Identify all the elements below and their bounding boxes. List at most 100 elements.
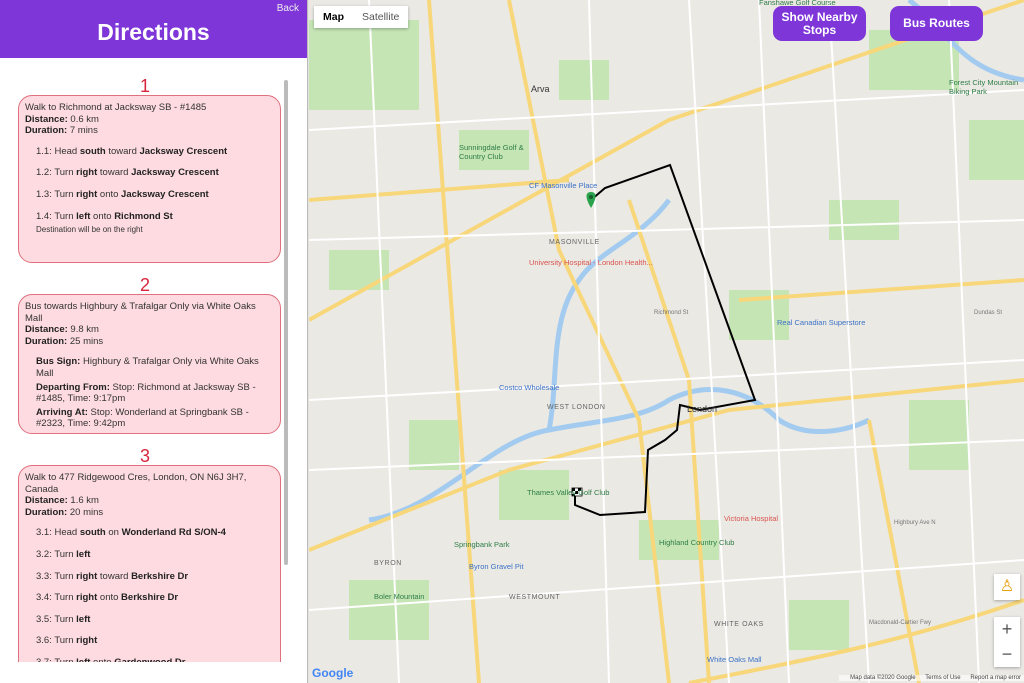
map-label: MASONVILLE (549, 239, 600, 246)
step-item: 3.3: Turn right toward Berkshire Dr (36, 571, 274, 583)
map-label[interactable]: Forest City Mountain Biking Park (949, 78, 1019, 96)
step-text: right (76, 188, 98, 200)
zoom-control: + − (994, 617, 1020, 667)
bus-sign: Bus Sign: Highbury & Trafalgar Only via … (36, 356, 259, 379)
zoom-out-button[interactable]: − (1001, 644, 1013, 664)
report-error-link[interactable]: Report a map error (970, 675, 1021, 681)
map-label[interactable]: Springbank Park (454, 540, 510, 549)
step-text: toward (97, 570, 132, 582)
step-text: Turn (54, 188, 77, 200)
step-item: 1.4: Turn left onto Richmond St (36, 211, 274, 223)
map-label[interactable]: Thames Valley Golf Club (527, 488, 610, 497)
step-item: 3.7: Turn left onto Gardenwood Dr (36, 657, 274, 662)
arriving-at: Arriving At: Stop: Wonderland at Springb… (36, 406, 249, 430)
step-number: 1.4: (36, 210, 52, 222)
step-item: 3.1: Head south on Wonderland Rd S/ON-4 (36, 527, 274, 539)
step-item: 1.3: Turn right onto Jacksway Crescent (36, 189, 274, 201)
map-type-satellite[interactable]: Satellite (362, 11, 400, 23)
step-text: Jacksway Crescent (139, 145, 228, 157)
leg-duration: Duration: 25 mins (25, 335, 104, 347)
step-number: 3.1: (36, 527, 52, 539)
map-label[interactable]: Fanshawe Golf Course (759, 0, 836, 7)
step-text: Turn (54, 635, 77, 647)
map-label[interactable]: Boler Mountain (374, 592, 425, 601)
step-number: 3.4: (36, 592, 52, 604)
step-text: Turn (54, 548, 77, 560)
step-number: 3.2: (36, 548, 52, 560)
directions-panel: Directions Back 1 Walk to Richmond at Ja… (0, 0, 308, 683)
step-item: 3.2: Turn left (36, 549, 274, 561)
step-text: onto (90, 210, 115, 222)
step-item: 3.5: Turn left (36, 614, 274, 626)
leg-number: 3 (139, 446, 150, 466)
step-item: 1.2: Turn right toward Jacksway Crescent (36, 167, 274, 179)
step-text: left (76, 657, 90, 662)
leg-distance: Distance: 0.6 km (25, 113, 99, 125)
step-text: Berkshire Dr (121, 592, 179, 604)
leg-duration: Duration: 7 mins (25, 125, 98, 137)
directions-list[interactable]: 1 Walk to Richmond at Jacksway SB - #148… (0, 58, 290, 662)
map-label: WESTMOUNT (509, 594, 561, 601)
step-number: 1.1: (36, 145, 52, 157)
map-label[interactable]: Byron Gravel Pit (469, 562, 524, 571)
step-text: Head (54, 145, 80, 157)
step-text: left (76, 548, 91, 560)
show-nearby-stops-button[interactable]: Show Nearby Stops (773, 6, 866, 41)
map-label[interactable]: Costco Wholesale (499, 383, 560, 392)
map[interactable]: Fanshawe Golf Course Forest City Mountain… (309, 0, 1024, 683)
map-attribution: Map data ©2020 Google Terms of Use Repor… (839, 675, 1024, 681)
map-label[interactable]: Victoria Hospital (724, 514, 779, 523)
back-button[interactable]: Back (276, 3, 299, 14)
step-text: Head (54, 527, 80, 539)
step-item: 3.6: Turn right (36, 635, 274, 647)
step-number: 1.3: (36, 188, 52, 200)
map-label[interactable]: White Oaks Mall (707, 655, 762, 664)
map-label: BYRON (374, 560, 402, 567)
google-logo: Google (312, 666, 354, 680)
step-text: Turn (54, 613, 77, 625)
leg-card: Bus towards Highbury & Trafalgar Only vi… (18, 294, 281, 434)
step-text: onto (97, 188, 122, 200)
step-text: toward (105, 145, 140, 157)
map-label[interactable]: CF Masonville Place (529, 181, 598, 190)
map-label: WEST LONDON (547, 404, 606, 411)
bus-details: Bus Sign: Highbury & Trafalgar Only via … (25, 356, 274, 430)
map-label: Highbury Ave N (894, 520, 936, 526)
leg-number: 1 (139, 76, 150, 96)
step-text: Gardenwood Dr (114, 657, 185, 662)
map-label[interactable]: Highland Country Club (659, 538, 735, 547)
step-text: Berkshire Dr (131, 570, 189, 582)
leg-distance: Distance: 1.6 km (25, 495, 99, 507)
map-type-control: Map Satellite (314, 6, 409, 28)
map-label[interactable]: Sunningdale Golf & Country Club (459, 143, 524, 161)
leg-steps: 3.1: Head south on Wonderland Rd S/ON-4 3… (25, 527, 274, 662)
step-text: Jacksway Crescent (131, 167, 219, 179)
terms-link[interactable]: Terms of Use (925, 675, 961, 681)
destination-flag-icon[interactable] (571, 487, 583, 497)
step-note: Destination will be on the right (36, 225, 143, 235)
origin-marker[interactable] (586, 192, 596, 208)
map-label: Dundas St (974, 310, 1003, 316)
step-text: south (79, 527, 106, 539)
step-number: 3.6: (36, 635, 52, 647)
map-label[interactable]: Real Canadian Superstore (777, 318, 866, 327)
scrollbar[interactable] (284, 80, 288, 565)
map-data-text: Map data ©2020 Google (850, 675, 916, 681)
map-label[interactable]: University Hospital - London Health... (529, 258, 653, 267)
step-text: toward (97, 167, 132, 179)
street-view-pegman-icon[interactable]: ♙ (994, 574, 1020, 600)
zoom-in-button[interactable]: + (1001, 619, 1013, 639)
step-item: 1.1: Head south toward Jacksway Crescent (36, 146, 274, 158)
step-text: right (76, 570, 98, 582)
step-text: Turn (54, 210, 77, 222)
bus-routes-button[interactable]: Bus Routes (890, 6, 983, 41)
leg-steps: 1.1: Head south toward Jacksway Crescent… (25, 146, 274, 236)
leg-distance: Distance: 9.8 km (25, 324, 99, 336)
step-text: Turn (54, 657, 76, 662)
step-text: Richmond St (114, 210, 173, 222)
leg-summary: Walk to Richmond at Jacksway SB - #1485 (25, 102, 207, 113)
map-type-map[interactable]: Map (323, 11, 344, 23)
streets (309, 0, 1024, 683)
step-number: 3.7: (36, 657, 52, 662)
map-label: WHITE OAKS (714, 621, 764, 628)
